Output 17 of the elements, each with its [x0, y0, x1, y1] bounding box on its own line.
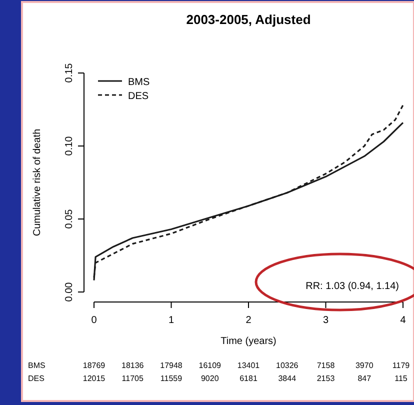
- x-tick-label: 3: [322, 315, 329, 326]
- x-tick-label: 2: [246, 315, 252, 326]
- chart-title: 2003-2005, Adjusted: [186, 12, 311, 27]
- x-tick-label: 0: [91, 315, 98, 326]
- annotation: RR: 1.03 (0.94, 1.14): [306, 281, 399, 292]
- y-axis-title: Cumulative risk of death: [32, 128, 43, 236]
- x-axis-title: Time (years): [220, 336, 276, 347]
- text: DES 12015 11705 11559 9020 6181 3844 2153 847 115: [28, 374, 408, 383]
- y-tick-label: 0.00: [64, 282, 75, 302]
- legend-label: DES: [128, 91, 149, 102]
- y-tick-label: 0.05: [64, 208, 75, 229]
- x-tick-label: 4: [400, 315, 406, 326]
- y-tick-label: 0.15: [64, 62, 75, 83]
- text: BMS 18769 18136 17948 16109 13401 10326 7158 3970 1179: [28, 361, 410, 370]
- x-tick-label: 1: [168, 315, 174, 326]
- legend-label: BMS: [128, 77, 150, 88]
- y-tick-label: 0.10: [64, 136, 75, 156]
